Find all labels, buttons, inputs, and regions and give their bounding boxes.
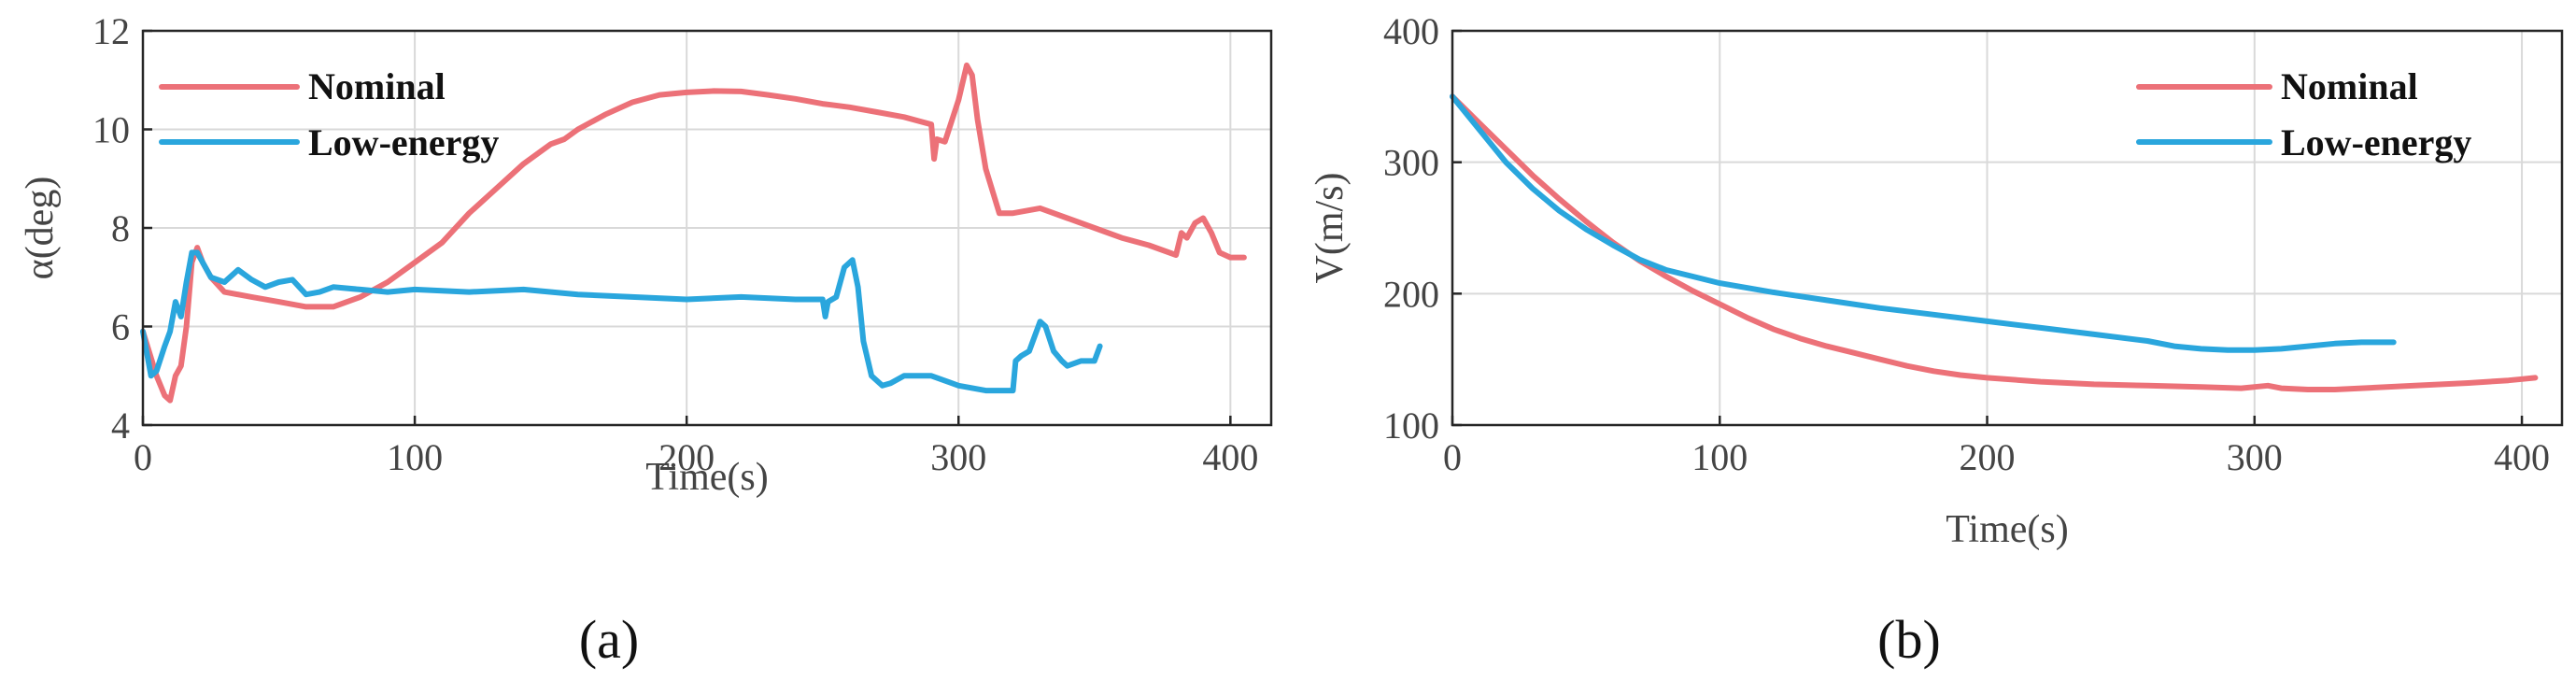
y-tick-label-10-a: 10	[92, 109, 130, 151]
y-tick-label-400-b: 400	[1383, 10, 1439, 52]
y-axis-label-a: α(deg)	[19, 177, 62, 280]
panel-a: 0 100 200 300 400 4 6 8 10 12 Nominal Low-energy…	[19, 10, 1273, 670]
caption-a: (a)	[579, 609, 639, 670]
x-tick-labels-a: 0 100 200 300 400	[134, 416, 1258, 478]
legend-b: Nominal Low-energy	[2136, 65, 2471, 163]
legend-a: Nominal Low-energy	[159, 65, 499, 163]
y-tick-label-6-a: 6	[111, 306, 130, 348]
y-tick-label-8-a: 8	[111, 207, 130, 249]
x-tick-label-100-b: 100	[1691, 436, 1748, 478]
y-tick-labels-a: 4 6 8 10 12	[92, 10, 152, 447]
y-tick-label-12-a: 12	[92, 10, 130, 52]
x-tick-label-200-b: 200	[1960, 436, 2016, 478]
legend-label-low-energy-a: Low-energy	[308, 121, 499, 163]
caption-b: (b)	[1877, 609, 1941, 670]
x-tick-label-300-b: 300	[2227, 436, 2283, 478]
x-tick-label-0-a: 0	[134, 436, 152, 478]
x-tick-labels-b: 0 100 200 300 400	[1443, 416, 2550, 478]
y-tick-label-300-b: 300	[1383, 142, 1439, 184]
y-axis-label-b: V(m/s)	[1309, 173, 1352, 284]
x-tick-label-200-a: 200	[658, 436, 715, 478]
legend-label-nominal-a: Nominal	[308, 65, 446, 107]
legend-label-low-energy-b: Low-energy	[2281, 121, 2471, 163]
series-line-nominal-a	[140, 62, 1247, 404]
x-tick-label-0-b: 0	[1443, 436, 1462, 478]
series-line-low-energy-b	[1450, 93, 2397, 353]
y-tick-label-100-b: 100	[1383, 404, 1439, 447]
y-tick-label-4-a: 4	[111, 404, 130, 447]
x-tick-label-400-b: 400	[2494, 436, 2550, 478]
x-tick-label-300-a: 300	[930, 436, 986, 478]
plot-frame-b	[1451, 29, 2564, 427]
x-axis-label-a: Time(s)	[645, 456, 768, 499]
series-lines-a	[140, 62, 1247, 404]
series-line-low-energy-a	[140, 249, 1103, 394]
series-lines-b	[1450, 93, 2539, 392]
x-axis-label-b: Time(s)	[1946, 508, 2068, 551]
x-tick-label-400-a: 400	[1202, 436, 1258, 478]
y-tick-label-200-b: 200	[1383, 273, 1439, 315]
legend-label-nominal-b: Nominal	[2281, 65, 2418, 107]
y-tick-labels-b: 100 200 300 400	[1383, 10, 1462, 447]
x-tick-label-100-a: 100	[387, 436, 443, 478]
